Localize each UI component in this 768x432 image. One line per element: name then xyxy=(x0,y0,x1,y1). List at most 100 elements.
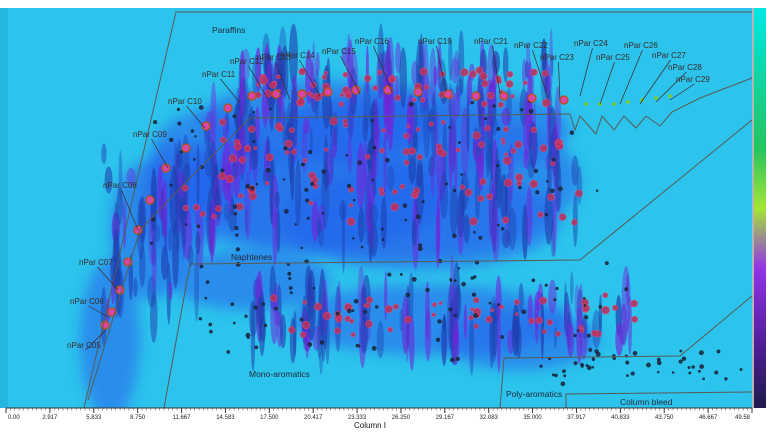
peak-streak xyxy=(435,206,440,269)
peak-spot xyxy=(276,74,281,80)
peak-spot xyxy=(306,90,312,96)
peak-streak xyxy=(615,322,624,356)
peak-spot xyxy=(344,315,351,322)
peak-streak xyxy=(490,115,498,136)
peak-spot xyxy=(481,80,489,88)
peak-spot xyxy=(346,217,356,226)
peak-streak xyxy=(554,85,561,148)
peak-spot xyxy=(404,218,408,222)
peak-spot xyxy=(528,109,534,114)
peak-spot xyxy=(235,233,239,237)
peak-label-leader xyxy=(599,61,615,105)
peak-streak xyxy=(281,45,289,98)
peak-spot xyxy=(246,335,250,340)
peak-streak xyxy=(268,63,275,132)
x-tick-label: 26.250 xyxy=(392,415,411,421)
peak-label: nPar C22 xyxy=(514,41,548,50)
x-tick-label: 17.500 xyxy=(260,415,279,421)
peak-spot xyxy=(724,377,728,381)
peak-spot xyxy=(342,71,349,78)
peak-spot xyxy=(419,97,425,103)
peak-spot xyxy=(604,261,609,266)
peak-spot xyxy=(555,330,562,337)
paraffin-peak-minor xyxy=(654,96,658,100)
peak-streak xyxy=(408,129,417,185)
peak-streak xyxy=(357,207,365,243)
x-tick-label: 46.667 xyxy=(699,415,718,421)
peak-streak xyxy=(341,203,346,274)
peak-spot xyxy=(351,309,355,313)
peak-streak xyxy=(489,110,494,181)
peak-spot xyxy=(299,331,307,338)
peak-streak xyxy=(502,47,509,83)
peak-spot xyxy=(381,128,386,133)
peak-streak xyxy=(437,48,442,90)
peak-streak xyxy=(449,185,458,236)
peak-spot xyxy=(334,327,341,335)
peak-streak xyxy=(315,51,320,77)
peak-streak xyxy=(548,279,557,314)
peak-spot xyxy=(542,98,551,108)
peak-labels: nPar C05 nPar C06 nPar C07 nPar C08 nPar C09… xyxy=(67,37,710,351)
peak-spot xyxy=(579,327,585,333)
peak-spot xyxy=(514,312,519,317)
peak-streak xyxy=(439,171,448,220)
peak-spot xyxy=(558,213,567,221)
peak-spot xyxy=(352,237,355,240)
paraffin-peak xyxy=(161,163,171,173)
peak-streak xyxy=(386,165,395,192)
peak-streak xyxy=(413,102,418,149)
peak-spot xyxy=(308,149,313,155)
peak-spot xyxy=(339,92,345,98)
mono-aromatics-boundary xyxy=(499,295,753,409)
peak-spot xyxy=(495,78,502,85)
peak-spot xyxy=(288,286,293,290)
peak-streak xyxy=(294,159,302,227)
peak-spot xyxy=(249,186,255,191)
peak-spot xyxy=(310,181,315,186)
peak-streak xyxy=(487,104,493,141)
peak-spot xyxy=(688,371,692,375)
peak-streak xyxy=(339,199,347,222)
x-tick-label: 20.417 xyxy=(304,415,323,421)
peak-spot xyxy=(475,66,484,74)
peak-label: nPar C16 xyxy=(355,37,389,46)
peak-streak xyxy=(320,314,326,362)
peak-label-leader xyxy=(97,266,119,291)
peak-streak xyxy=(547,148,552,199)
peak-spot xyxy=(335,316,343,323)
peak-spot xyxy=(431,302,437,308)
peak-streak xyxy=(416,158,424,188)
peak-spot xyxy=(656,370,660,374)
peak-spot xyxy=(449,277,452,281)
peak-spot xyxy=(348,186,355,193)
peak-spot xyxy=(302,321,311,330)
peak-label: nPar C12 xyxy=(230,57,264,66)
peak-streak xyxy=(456,190,465,239)
peak-streak xyxy=(151,237,157,267)
peak-streak xyxy=(534,299,540,330)
peak-streak xyxy=(430,155,435,198)
peak-streak xyxy=(450,57,460,84)
peak-spot xyxy=(656,360,662,366)
peak-label-leader xyxy=(639,59,671,105)
haze-blob xyxy=(80,260,140,420)
peak-spot xyxy=(283,146,288,151)
peak-spot xyxy=(232,114,237,119)
peak-spot xyxy=(381,238,385,242)
peak-spot xyxy=(379,148,385,154)
peak-spot xyxy=(471,292,477,297)
peak-streak xyxy=(126,167,136,187)
peak-streak xyxy=(241,78,249,119)
peak-spot xyxy=(479,72,488,81)
peak-spot xyxy=(232,321,236,325)
peak-streak xyxy=(376,321,385,359)
peak-spot xyxy=(486,193,494,200)
peak-spot xyxy=(219,118,227,126)
x-tick-label: 29.167 xyxy=(436,415,455,421)
paraffin-peak xyxy=(499,91,509,101)
peak-label-leader xyxy=(151,138,169,169)
peak-label: nPar C15 xyxy=(322,47,356,56)
peak-label-leader xyxy=(340,55,361,95)
peak-streak xyxy=(104,166,113,194)
